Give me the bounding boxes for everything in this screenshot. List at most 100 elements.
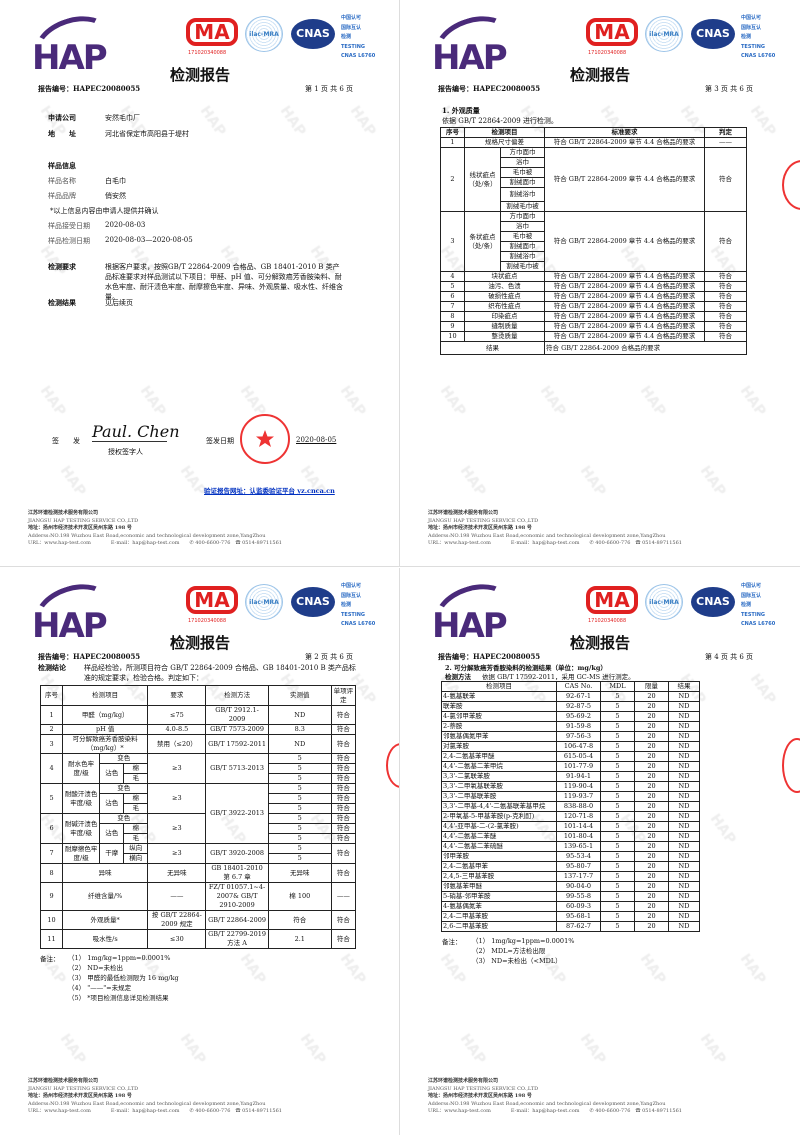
table-cell: 耐摩擦色牢度/级 <box>62 843 101 864</box>
table-row: 1 甲醛（mg/kg） ≤75 GB/T 2912.1-2009 ND 符合 <box>39 705 357 725</box>
cas-number: 137-17-7 <box>556 871 601 882</box>
applicant-value: 安然毛巾厂 <box>105 114 140 122</box>
amine-name: 对氯苯胺 <box>441 741 557 752</box>
cnas-accreditation-text: 中国认可 国际互认 检测 TESTING CNAS L6760 <box>341 583 376 627</box>
table-cell: 符合 <box>330 753 357 764</box>
table-cell: 耐酸汗渍色牢度/级 <box>62 783 101 814</box>
mdl: 5 <box>600 901 635 912</box>
table-cell: 浴巾 <box>500 157 545 168</box>
limit: 20 <box>634 801 669 812</box>
report-page-4: 第 4 页 共 6 页 2. 可分解致癌芳香胺染料的检测结果（单位：mg/kg）… <box>400 568 800 1135</box>
cnas-logo: CNAS <box>291 587 335 617</box>
phone-icon: ✆ <box>189 1108 194 1114</box>
notes-label: 备注： <box>40 955 60 963</box>
test-date-label: 样品检测日期 <box>48 237 90 245</box>
mdl: 5 <box>600 761 635 772</box>
table-cell: —— <box>704 137 747 148</box>
signature: Paul. Chen <box>92 422 180 442</box>
table-row: 8 异味 无异味 GB 18401-2010 第 6.7 章无异味 符合 <box>39 863 357 883</box>
table-cell: 符合 <box>704 281 747 292</box>
table-cell: 结果 <box>440 341 545 355</box>
table-cell: 符合 <box>330 929 357 949</box>
table-cell: 符合 <box>330 773 357 784</box>
result: ND <box>668 921 700 932</box>
table-cell: 符合 GB/T 22864-2009 章节 4.4 合格品的要求 <box>544 321 705 332</box>
sign-date-label: 签发日期 <box>206 437 234 445</box>
table-cell: 线状疵点（处/条） <box>464 147 501 212</box>
table-cell: 9 <box>39 882 64 911</box>
hap-logo: HAP <box>28 575 118 647</box>
table-cell: 织布性疵点 <box>464 301 545 312</box>
notes-label: 备注： <box>442 938 462 946</box>
page-footer: 江苏环谱检测技术服务有限公司 JIANGSU HAP TESTING SERVI… <box>28 510 282 546</box>
test-results-table: 序号 检测项目 要求 检测方法 实测值 单项评定 1 甲醛（mg/kg） ≤75 GB/T 29… <box>39 685 357 949</box>
table-cell: 符合 <box>330 793 357 804</box>
amine-name: 4,4'-亚甲基-二-(2-氯苯胺) <box>441 821 557 832</box>
result: ND <box>668 911 700 922</box>
table-cell: 沾色 <box>99 763 125 784</box>
table-cell: 5 <box>267 823 332 834</box>
table-cell: 检测项目 <box>62 685 149 706</box>
table-cell: 棉 100 <box>267 882 332 911</box>
table-cell: ≥3 <box>147 843 207 864</box>
table-row: 6 破损性疵点 符合 GB/T 22864-2009 章节 4.4 合格品的要求 符合 <box>440 291 747 302</box>
table-row: 4,4'-二氨基二苯硫醚 139-65-1 5 20 ND <box>441 841 700 852</box>
cma-logo: MA <box>586 586 638 614</box>
table-cell: 符合 GB/T 22864-2009 合格品的要求 <box>544 341 747 355</box>
amine-name: 邻甲苯胺 <box>441 851 557 862</box>
verify-link[interactable]: 验证报告网址：认监委验证平台 yz.cnca.cn <box>204 487 335 495</box>
mdl: 5 <box>600 751 635 762</box>
table-row: 7 耐摩擦色牢度/级 干摩 纵向 ≥3 GB/T 3920-2008 5 符合 <box>39 843 357 864</box>
cas-number: 91-59-8 <box>556 721 601 732</box>
limit: 20 <box>634 811 669 822</box>
page-number: 第 3 页 共 6 页 <box>705 85 754 93</box>
limit: 20 <box>634 841 669 852</box>
limit: 20 <box>634 871 669 882</box>
method-text: 依据 GB/T 17592-2011，采用 GC-MS 进行测定。 <box>482 673 635 681</box>
section-heading: 2. 可分解致癌芳香胺染料的检测结果（单位：mg/kg） <box>445 664 607 672</box>
result: ND <box>668 801 700 812</box>
report-title: 检测报告 <box>569 634 630 652</box>
mdl: 5 <box>600 831 635 842</box>
mdl: 5 <box>600 731 635 742</box>
amine-name: 2,6-二甲基苯胺 <box>441 921 557 932</box>
received-date-value: 2020-08-03 <box>105 221 146 229</box>
method-label: 检测方法 <box>445 673 471 681</box>
cas-number: 87-62-7 <box>556 921 601 932</box>
table-cell: 4.0-8.5 <box>147 724 207 735</box>
cnas-logo: CNAS <box>691 19 735 49</box>
table-cell: 符合 <box>330 843 357 864</box>
page-number: 第 2 页 共 6 页 <box>305 653 354 661</box>
table-cell: 5 <box>267 773 332 784</box>
address-label: 地 址 <box>48 129 76 138</box>
table-cell: 9 <box>440 321 465 332</box>
report-page-1: 第 1 页 共 6 页 申请公司 安然毛巾厂 地 址 河北省保定市高阳县于堤村 … <box>0 0 400 567</box>
report-number: 报告编号：HAPEC20080055 <box>38 84 141 93</box>
brand-value: 俏安然 <box>105 192 126 200</box>
mdl: 5 <box>600 861 635 872</box>
cas-number: 120-71-8 <box>556 811 601 822</box>
table-cell: 2 <box>39 724 64 735</box>
hap-logo: HAP <box>28 7 118 79</box>
table-cell: 按 GB/T 22864-2009 规定 <box>147 910 207 930</box>
table-cell: 规格尺寸偏差 <box>464 137 545 148</box>
table-row: 2,6-二甲基苯胺 87-62-7 5 20 ND <box>441 921 700 932</box>
table-cell: 实测值 <box>267 685 332 706</box>
result: ND <box>668 871 700 882</box>
table-cell: 棉 <box>123 793 149 804</box>
amine-name: 3,3'-二氯联苯胺 <box>441 771 557 782</box>
table-cell: 7 <box>39 843 64 864</box>
report-page-3: 第 3 页 共 6 页 1. 外观质量 依据 GB/T 22864-2009 进… <box>400 0 800 567</box>
table-row: 4-氨基联苯 92-67-1 5 20 ND <box>441 691 700 702</box>
cas-number: 101-77-9 <box>556 761 601 772</box>
table-cell: 毛巾被 <box>500 231 545 242</box>
cas-number: 90-04-0 <box>556 881 601 892</box>
mdl: 5 <box>600 791 635 802</box>
amine-name: 4-氯邻甲苯胺 <box>441 711 557 722</box>
sample-info-heading: 样品信息 <box>48 161 76 170</box>
table-cell: CAS No. <box>556 681 601 692</box>
appearance-quality-table: 序号 检测项目 标准要求 判定 1 规格尺寸偏差 符合 GB/T 22864-2009 章… <box>440 127 747 355</box>
table-cell: GB/T 7573-2009 <box>205 724 269 735</box>
table-cell: GB/T 5713-2013 <box>205 753 269 784</box>
table-row: 9 纤维含量/% —— FZ/T 01057.1~4-2007& GB/T 2910-… <box>39 882 357 911</box>
